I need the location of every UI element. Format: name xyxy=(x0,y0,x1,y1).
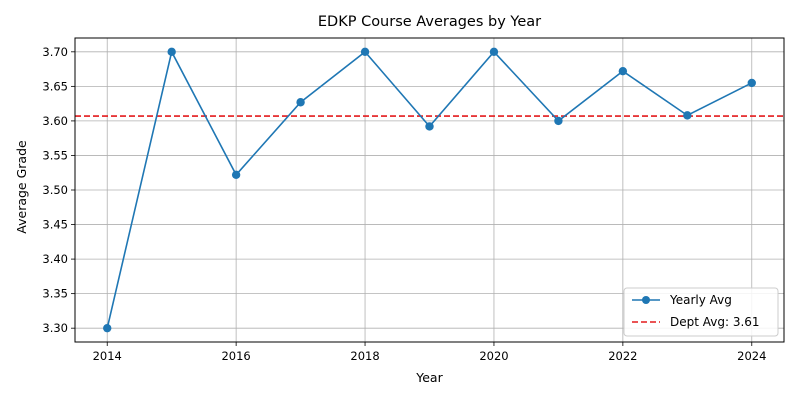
yearly-avg-point xyxy=(747,78,756,88)
grid xyxy=(75,38,784,342)
yearly-avg-point xyxy=(167,47,176,57)
x-tick-label: 2022 xyxy=(608,349,637,363)
y-tick-label: 3.65 xyxy=(42,79,68,93)
y-axis: 3.30 3.35 3.40 3.45 3.50 3.55 3.60 3.65 3.70 xyxy=(42,45,75,335)
legend-marker-yearly-avg xyxy=(642,296,650,304)
legend-label-dept-avg: Dept Avg: 3.61 xyxy=(670,315,760,329)
x-tick-label: 2014 xyxy=(93,349,122,363)
y-tick-label: 3.60 xyxy=(42,114,68,128)
x-tick-label: 2018 xyxy=(350,349,379,363)
x-tick-label: 2024 xyxy=(737,349,766,363)
yearly-avg-point xyxy=(683,111,692,120)
legend: Yearly Avg Dept Avg: 3.61 xyxy=(623,287,779,337)
x-axis-label: Year xyxy=(415,370,443,385)
yearly-avg-point xyxy=(618,66,628,76)
x-tick-label: 2016 xyxy=(221,349,250,363)
x-axis: 2014 2016 2018 2020 2022 2024 xyxy=(93,342,766,363)
y-tick-label: 3.70 xyxy=(42,45,68,59)
y-tick-label: 3.50 xyxy=(42,183,68,197)
y-axis-label: Average Grade xyxy=(14,140,29,234)
y-tick-label: 3.45 xyxy=(42,218,68,232)
legend-box xyxy=(623,287,779,337)
chart-title: EDKP Course Averages by Year xyxy=(318,14,541,30)
y-tick-label: 3.35 xyxy=(42,287,68,301)
yearly-avg-point xyxy=(554,116,563,126)
yearly-avg-point xyxy=(231,170,241,179)
legend-label-yearly-avg: Yearly Avg xyxy=(669,293,732,307)
yearly-avg-point xyxy=(425,122,434,131)
yearly-avg-point xyxy=(296,98,305,107)
yearly-avg-point xyxy=(103,323,112,333)
y-tick-label: 3.55 xyxy=(42,148,68,162)
y-tick-label: 3.40 xyxy=(42,252,68,266)
yearly-avg-point xyxy=(489,47,499,57)
y-tick-label: 3.30 xyxy=(42,321,68,335)
x-tick-label: 2020 xyxy=(479,349,508,363)
series-group xyxy=(103,47,756,333)
yearly-avg-point xyxy=(360,47,370,57)
